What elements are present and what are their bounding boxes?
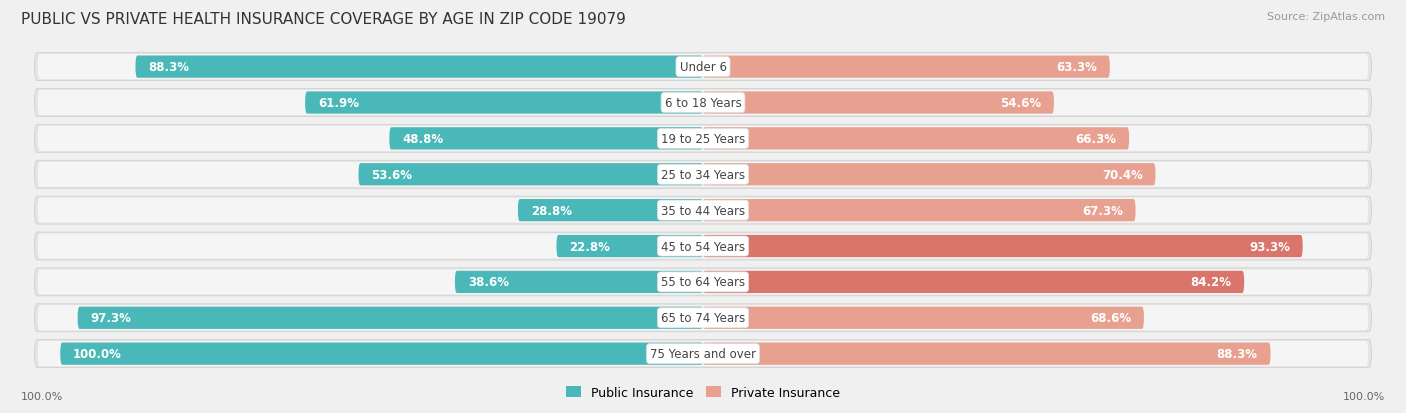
FancyBboxPatch shape [703, 92, 1054, 114]
Text: 68.6%: 68.6% [1090, 311, 1130, 325]
Text: PUBLIC VS PRIVATE HEALTH INSURANCE COVERAGE BY AGE IN ZIP CODE 19079: PUBLIC VS PRIVATE HEALTH INSURANCE COVER… [21, 12, 626, 27]
Text: 61.9%: 61.9% [318, 97, 359, 110]
Text: 100.0%: 100.0% [1343, 391, 1385, 401]
FancyBboxPatch shape [135, 56, 703, 78]
Text: 53.6%: 53.6% [371, 169, 412, 181]
Text: 25 to 34 Years: 25 to 34 Years [661, 169, 745, 181]
Text: 6 to 18 Years: 6 to 18 Years [665, 97, 741, 110]
FancyBboxPatch shape [38, 234, 1368, 259]
FancyBboxPatch shape [703, 128, 1129, 150]
Text: 65 to 74 Years: 65 to 74 Years [661, 311, 745, 325]
FancyBboxPatch shape [703, 199, 1136, 222]
FancyBboxPatch shape [703, 164, 1156, 186]
Text: 38.6%: 38.6% [468, 276, 509, 289]
FancyBboxPatch shape [38, 198, 1368, 223]
Text: Under 6: Under 6 [679, 61, 727, 74]
FancyBboxPatch shape [35, 340, 1371, 368]
Text: 45 to 54 Years: 45 to 54 Years [661, 240, 745, 253]
Text: 93.3%: 93.3% [1249, 240, 1289, 253]
FancyBboxPatch shape [703, 56, 1109, 78]
Text: 28.8%: 28.8% [530, 204, 572, 217]
Text: 84.2%: 84.2% [1191, 276, 1232, 289]
FancyBboxPatch shape [38, 162, 1368, 188]
Text: 66.3%: 66.3% [1076, 133, 1116, 145]
Text: 54.6%: 54.6% [1000, 97, 1040, 110]
Text: 70.4%: 70.4% [1102, 169, 1143, 181]
Text: 19 to 25 Years: 19 to 25 Years [661, 133, 745, 145]
FancyBboxPatch shape [703, 271, 1244, 293]
FancyBboxPatch shape [38, 306, 1368, 330]
Text: 100.0%: 100.0% [21, 391, 63, 401]
Text: 88.3%: 88.3% [1216, 347, 1258, 360]
Text: 100.0%: 100.0% [73, 347, 122, 360]
FancyBboxPatch shape [517, 199, 703, 222]
FancyBboxPatch shape [703, 235, 1303, 258]
FancyBboxPatch shape [35, 54, 1371, 81]
FancyBboxPatch shape [456, 271, 703, 293]
FancyBboxPatch shape [35, 161, 1371, 189]
FancyBboxPatch shape [389, 128, 703, 150]
FancyBboxPatch shape [35, 268, 1371, 296]
FancyBboxPatch shape [557, 235, 703, 258]
Text: 55 to 64 Years: 55 to 64 Years [661, 276, 745, 289]
Text: 97.3%: 97.3% [90, 311, 131, 325]
FancyBboxPatch shape [38, 126, 1368, 152]
FancyBboxPatch shape [38, 55, 1368, 80]
FancyBboxPatch shape [703, 307, 1144, 329]
FancyBboxPatch shape [38, 91, 1368, 116]
Text: 75 Years and over: 75 Years and over [650, 347, 756, 360]
FancyBboxPatch shape [35, 89, 1371, 117]
Text: 88.3%: 88.3% [148, 61, 190, 74]
Text: 67.3%: 67.3% [1081, 204, 1123, 217]
FancyBboxPatch shape [38, 270, 1368, 295]
FancyBboxPatch shape [35, 304, 1371, 332]
FancyBboxPatch shape [35, 233, 1371, 260]
FancyBboxPatch shape [77, 307, 703, 329]
Text: Source: ZipAtlas.com: Source: ZipAtlas.com [1267, 12, 1385, 22]
FancyBboxPatch shape [38, 341, 1368, 366]
FancyBboxPatch shape [60, 343, 703, 365]
Text: 48.8%: 48.8% [402, 133, 443, 145]
Text: 22.8%: 22.8% [569, 240, 610, 253]
Legend: Public Insurance, Private Insurance: Public Insurance, Private Insurance [561, 381, 845, 404]
FancyBboxPatch shape [703, 343, 1271, 365]
FancyBboxPatch shape [305, 92, 703, 114]
Text: 63.3%: 63.3% [1056, 61, 1097, 74]
FancyBboxPatch shape [35, 125, 1371, 153]
FancyBboxPatch shape [35, 197, 1371, 225]
FancyBboxPatch shape [359, 164, 703, 186]
Text: 35 to 44 Years: 35 to 44 Years [661, 204, 745, 217]
